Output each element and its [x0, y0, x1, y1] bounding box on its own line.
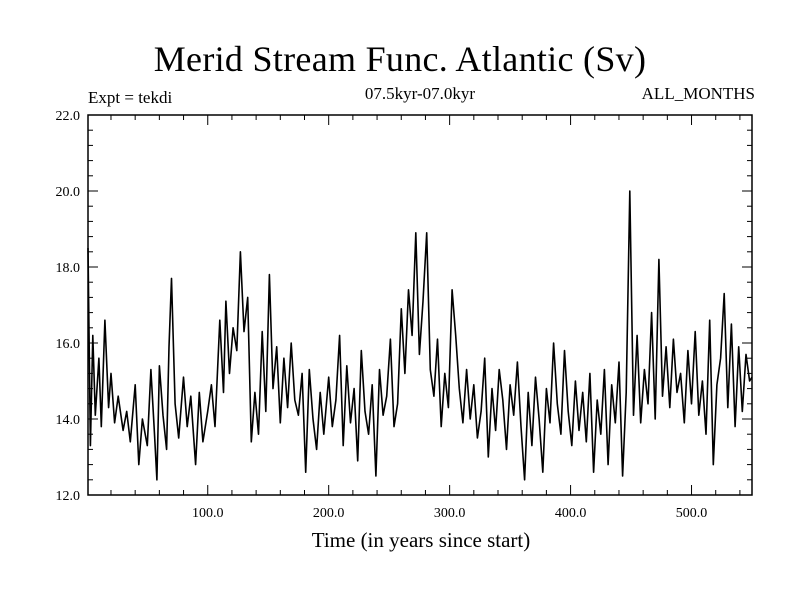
months-label: ALL_MONTHS	[641, 84, 755, 103]
x-tick-label: 200.0	[313, 506, 345, 521]
y-tick-label: 18.0	[56, 261, 81, 276]
x-tick-label: 300.0	[434, 506, 466, 521]
series-layer	[87, 190, 753, 481]
x-tick-label: 100.0	[192, 506, 224, 521]
axis-ticks	[88, 115, 752, 495]
x-axis-label: Time (in years since start)	[311, 528, 531, 552]
plot-frame	[87, 114, 753, 496]
y-tick-label: 22.0	[56, 109, 81, 124]
chart-title: Merid Stream Func. Atlantic (Sv)	[153, 39, 647, 79]
y-tick-label: 14.0	[56, 413, 81, 428]
time-range-label: 07.5kyr-07.0kyr	[364, 84, 476, 103]
tick-labels: 100.0 200.0 300.0 400.0 500.0 12.0 14.0 16.0 18.…	[56, 109, 708, 521]
x-tick-label: 500.0	[676, 506, 708, 521]
experiment-label: Expt = tekdi	[88, 88, 173, 107]
series-line	[87, 190, 753, 481]
y-tick-label: 16.0	[56, 337, 81, 352]
y-tick-label: 12.0	[56, 489, 81, 504]
y-tick-label: 20.0	[56, 185, 81, 200]
x-tick-label: 400.0	[555, 506, 587, 521]
